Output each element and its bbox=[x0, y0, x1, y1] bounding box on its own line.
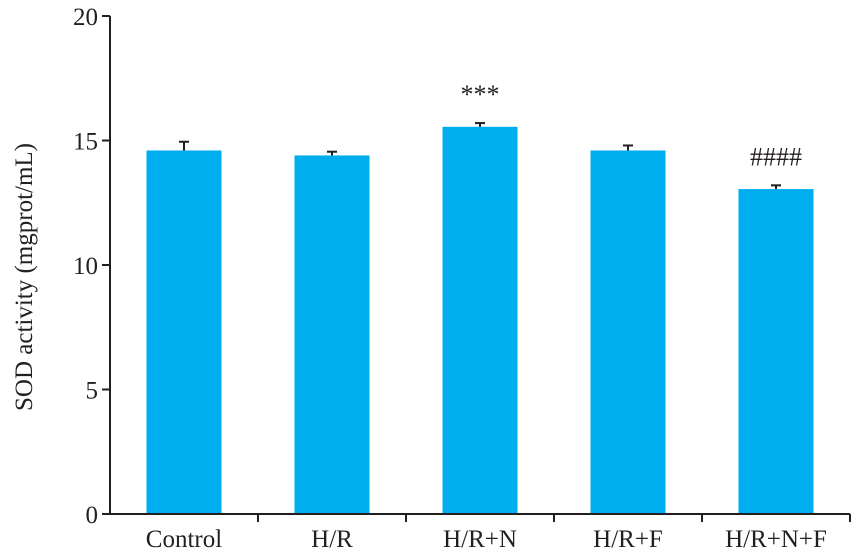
bar bbox=[442, 126, 518, 515]
x-tick-label: H/R+N+F bbox=[725, 526, 827, 553]
x-tick-label: H/R+F bbox=[593, 526, 663, 553]
y-tick-label: 15 bbox=[73, 129, 98, 156]
y-ticks: 0 5 10 15 20 bbox=[73, 4, 110, 529]
x-tick-label: Control bbox=[146, 526, 222, 553]
bars-layer bbox=[146, 122, 814, 515]
bar bbox=[146, 150, 222, 514]
x-ticks: Control H/R H/R+N H/R+F H/R+N+F bbox=[146, 514, 851, 553]
y-tick-label: 20 bbox=[73, 4, 98, 31]
annotations: *** #### bbox=[461, 80, 803, 171]
bar bbox=[294, 155, 370, 514]
x-tick-label: H/R bbox=[311, 526, 353, 553]
y-tick-label: 5 bbox=[86, 378, 99, 405]
significance-label: *** bbox=[461, 80, 500, 109]
x-tick-label: H/R+N bbox=[443, 526, 517, 553]
bar bbox=[590, 150, 666, 514]
significance-label: #### bbox=[750, 142, 802, 171]
y-tick-label: 10 bbox=[73, 253, 98, 280]
y-tick-label: 0 bbox=[86, 502, 99, 529]
bar bbox=[738, 189, 814, 514]
y-axis-label: SOD activity (mgprot/mL) bbox=[11, 143, 38, 411]
